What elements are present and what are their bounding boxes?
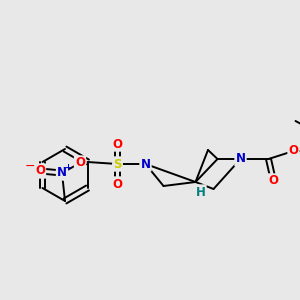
Text: N: N [236, 152, 245, 166]
Text: H: H [196, 185, 206, 199]
Text: O: O [35, 164, 45, 178]
Text: O: O [112, 178, 122, 190]
Text: O: O [75, 157, 85, 169]
Text: +: + [64, 163, 71, 172]
Text: S: S [113, 158, 122, 170]
Text: O: O [289, 145, 298, 158]
Text: N: N [140, 158, 151, 170]
Text: O: O [268, 175, 278, 188]
Text: O: O [112, 137, 122, 151]
Text: −: − [25, 160, 35, 172]
Text: N: N [57, 167, 67, 179]
